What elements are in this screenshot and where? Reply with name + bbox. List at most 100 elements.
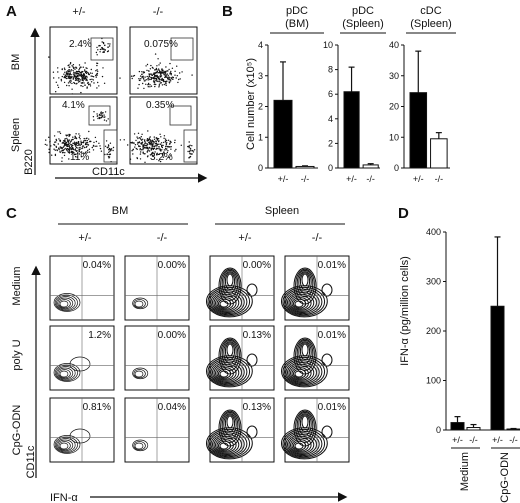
scatter-dot [142,146,144,148]
scatter-dot [48,136,50,138]
scatter-dot [57,143,59,145]
scatter-dot [72,69,74,72]
scatter-dot [82,78,84,80]
scatter-dot [139,145,141,148]
quadrant-percentage: 1.2% [88,330,111,341]
scatter-dot [130,75,133,77]
scatter-dot [84,69,86,71]
scatter-dot [168,143,171,145]
scatter-dot [68,64,70,66]
scatter-dot [140,78,142,80]
contour-plot: 0.04% [124,397,190,463]
scatter-dot [76,156,78,158]
scatter-dot [95,140,98,143]
scatter-dot [144,139,146,141]
scatter-dot [75,79,78,81]
scatter-dot [161,152,164,155]
scatter-dot [138,145,140,148]
scatter-dot [69,72,71,74]
scatter-dot [98,113,101,116]
scatter-dot [167,78,169,80]
bar-chart-title: pDC [286,5,308,17]
bar [295,165,315,169]
y-tick-label: 4 [258,40,263,50]
scatter-dot [79,80,81,83]
y-tick-label: 1 [258,132,263,142]
panel-c-plot-grid: 0.04% 0.00% 0.00% 0.01% 1.2% 0.00% 0.13% 0.01% 0… [49,255,350,463]
scatter-dot [150,149,152,151]
scatter-dot [103,51,105,53]
scatter-dot [64,140,66,142]
scatter-dot [151,139,153,141]
scatter-dot [163,137,165,139]
scatter-dot [141,73,143,76]
contour-plot: 0.01% [281,325,350,391]
scatter-dot [101,75,104,78]
bar-chart-subtitle: (Spleen) [410,18,452,30]
scatter-dot [163,151,165,153]
scatter-dot [96,87,98,89]
scatter-dot [146,143,148,145]
scatter-dot [155,83,157,86]
scatter-dot [88,84,90,86]
scatter-dot [107,118,109,120]
scatter-dot [144,161,146,163]
scatter-dot [96,54,98,56]
scatter-dot [74,136,77,138]
x-tick-label: +/- [413,174,424,184]
scatter-dot [162,79,164,82]
contour-plot: 0.00% [124,255,190,321]
scatter-dot [69,143,71,145]
scatter-dot [73,75,75,77]
scatter-dot [179,78,181,80]
scatter-dot [76,72,79,75]
scatter-dot [152,67,154,69]
scatter-dot [82,85,84,88]
scatter-dot [75,76,77,78]
scatter-dot [131,150,133,152]
scatter-dot [148,137,151,139]
scatter-dot [71,146,74,148]
scatter-dot [151,141,153,143]
scatter-dot [138,137,141,139]
scatter-dot [84,143,87,146]
scatter-dot [161,149,163,151]
scatter-dot [73,71,75,73]
scatter-dot [181,71,183,73]
scatter-dot [93,119,95,121]
scatter-dot [64,76,67,79]
scatter-dot [84,77,86,79]
scatter-dot [52,71,55,73]
contour-line [213,435,240,454]
scatter-dot [99,48,102,51]
scatter-dot [142,151,144,153]
scatter-dot [98,142,100,144]
scatter-dot [86,140,89,142]
scatter-dot [55,91,57,93]
scatter-dot [72,142,74,144]
scatter-dot [170,77,172,80]
scatter-dot [156,154,158,156]
contour-line [282,356,326,387]
y-tick-label: 0 [258,163,263,173]
scatter-dot [75,137,78,140]
scatter-dot [106,153,109,155]
scatter-dot [165,144,168,146]
gate-box [90,37,114,61]
scatter-dot [77,81,80,83]
scatter-dot [97,81,99,84]
scatter-dot [61,150,63,152]
scatter-dot [103,119,106,121]
contour-line [133,369,146,379]
scatter-dot [166,70,168,72]
contour-line [321,283,333,297]
scatter-dot [157,143,159,145]
contour-line [134,300,144,308]
scatter-dot [166,148,168,150]
bar-chart-title: pDC [352,5,374,17]
scatter-dot [86,79,88,82]
panel-a-plot-spleen-het: 4.1% 11% [44,96,118,165]
scatter-dot [69,63,72,65]
scatter-dot [66,145,68,148]
scatter-dot [147,70,150,72]
